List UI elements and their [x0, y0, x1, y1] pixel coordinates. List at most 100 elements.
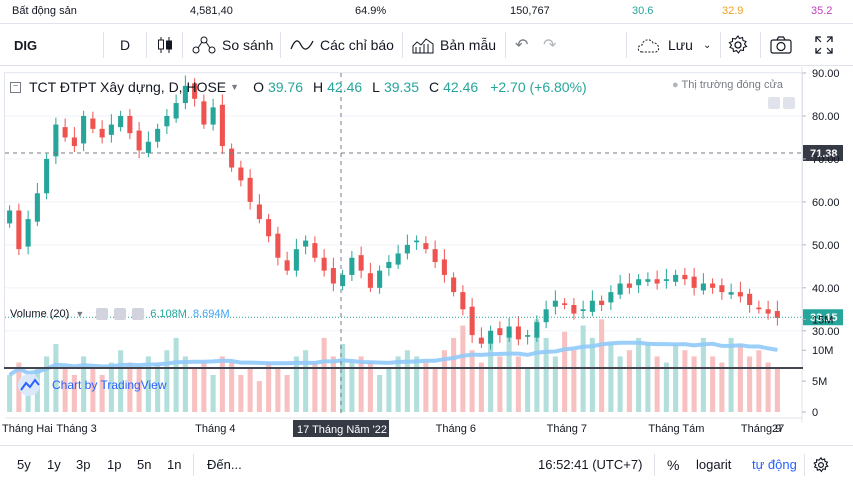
close-small-icon[interactable]: [132, 308, 145, 320]
volume-bar: [747, 356, 753, 412]
candle-body: [321, 257, 327, 271]
candle-body: [229, 148, 235, 168]
gear-small-icon[interactable]: [114, 308, 127, 320]
candle-body: [488, 330, 494, 344]
volume-bar: [145, 356, 151, 412]
candle-body: [247, 177, 253, 202]
pane-separator[interactable]: [4, 367, 803, 369]
candle-body: [636, 279, 642, 286]
redo-button[interactable]: ↷: [543, 24, 556, 66]
volume-bar: [543, 337, 549, 412]
pane-down-icon[interactable]: [783, 97, 795, 109]
gear-icon: [728, 35, 748, 54]
crosshair-price-label: 71.38: [810, 148, 838, 160]
range-label: 3p: [76, 457, 91, 472]
timezone-button[interactable]: 16:52:41 (UTC+7): [538, 446, 642, 482]
undo-button[interactable]: ↶: [515, 24, 528, 66]
chart-canvas[interactable]: 71.38 33.15 90.00 80.00 70.00 60.00 50.00 40.0…: [0, 67, 853, 445]
price-tick-label: 90.00: [812, 68, 840, 80]
candle-body: [192, 83, 198, 99]
templates-label: Bản mẫu: [440, 37, 497, 53]
volume-bar: [497, 356, 503, 412]
volume-bar: [118, 350, 124, 412]
compare-button[interactable]: So sánh: [192, 24, 273, 66]
candle-body: [7, 210, 13, 224]
pane-up-icon[interactable]: [768, 97, 780, 109]
chart-settings-button[interactable]: [813, 446, 829, 482]
symbol-search-button[interactable]: DIG: [14, 24, 37, 66]
templates-button[interactable]: Bản mẫu: [412, 24, 496, 66]
auto-scale-toggle[interactable]: tự động: [752, 446, 797, 482]
candle-body: [284, 260, 290, 271]
price-tick-label: 30.00: [812, 326, 840, 338]
volume-bar: [599, 319, 605, 412]
volume-bar: [284, 374, 290, 412]
volume-bar: [552, 356, 558, 412]
legend-menu-icon[interactable]: ▼: [230, 82, 240, 92]
interval-label: D: [120, 37, 131, 53]
high-value: 42.46: [327, 79, 363, 95]
cloud-icon: [637, 39, 660, 53]
range-button-1n[interactable]: 1n: [167, 446, 181, 482]
candle-body: [626, 283, 632, 288]
collapse-icon[interactable]: −: [10, 81, 21, 93]
range-label: 1p: [107, 457, 122, 472]
summary-row: Bất động sản 4,581,40 64.9% 150,767 30.6…: [0, 0, 853, 24]
percent-toggle[interactable]: %: [667, 446, 679, 482]
candle-body: [71, 137, 77, 147]
symbol-label: DIG: [14, 37, 38, 53]
toolbar-divider: [182, 32, 183, 58]
goto-label: Đến...: [207, 457, 242, 472]
candle-body: [562, 303, 568, 305]
price-tick-label: 80.00: [812, 111, 840, 123]
candle-body: [118, 115, 124, 128]
volume-bar: [525, 368, 531, 412]
volume-bar: [451, 337, 457, 412]
range-button-5y[interactable]: 5y: [17, 446, 31, 482]
volume-tick-label: 5M: [812, 376, 827, 388]
volume-bar: [275, 368, 281, 412]
chart-area[interactable]: 71.38 33.15 90.00 80.00 70.00 60.00 50.00 40.0…: [0, 67, 853, 445]
volume-bar: [774, 368, 780, 412]
bottom-toolbar: 5y 1y 3p 1p 5n 1n Đến... 16:52:41 (UTC+7…: [0, 445, 853, 482]
candle-body: [136, 130, 142, 151]
range-button-5n[interactable]: 5n: [137, 446, 151, 482]
candle-body: [765, 309, 771, 314]
sector-label: Bất động sản: [12, 5, 77, 17]
interval-button[interactable]: D: [120, 24, 130, 66]
range-button-3p[interactable]: 3p: [76, 446, 90, 482]
volume-bar: [155, 362, 161, 412]
volume-bar: [515, 356, 521, 412]
range-button-1p[interactable]: 1p: [107, 446, 121, 482]
candle-body: [423, 243, 429, 250]
toolbar-divider: [720, 32, 721, 58]
range-button-1y[interactable]: 1y: [47, 446, 61, 482]
undo-icon: ↶: [515, 37, 529, 54]
bottom-divider: [193, 454, 194, 476]
volume-bar: [25, 381, 31, 412]
goto-date-button[interactable]: Đến...: [207, 446, 242, 482]
candle-body: [460, 292, 466, 310]
candle-body: [691, 276, 697, 288]
settings-button[interactable]: [728, 24, 748, 66]
volume-tick-label: 10M: [812, 345, 833, 357]
candle-body: [710, 283, 716, 288]
log-toggle[interactable]: logarit: [696, 446, 731, 482]
indicators-button[interactable]: Các chỉ báo: [290, 24, 394, 66]
eye-icon[interactable]: [96, 308, 109, 320]
crosshair-time-label: 17 Tháng Năm '22: [297, 424, 387, 436]
snapshot-button[interactable]: [770, 24, 792, 66]
candle-body: [506, 326, 512, 338]
tradingview-watermark[interactable]: Chart by TradingView: [16, 373, 167, 397]
candle-body: [330, 268, 336, 284]
fullscreen-button[interactable]: [815, 24, 833, 66]
volume-bar: [210, 374, 216, 412]
volume-bar: [589, 337, 595, 412]
candle-body: [663, 279, 669, 281]
chart-type-button[interactable]: [157, 24, 173, 66]
price-tick-label: 40.00: [812, 283, 840, 295]
compare-label: So sánh: [222, 37, 274, 53]
save-button[interactable]: Lưu ⌄: [636, 24, 711, 66]
volume-menu-icon[interactable]: ▼: [75, 309, 85, 319]
toolbar-divider: [402, 32, 403, 58]
